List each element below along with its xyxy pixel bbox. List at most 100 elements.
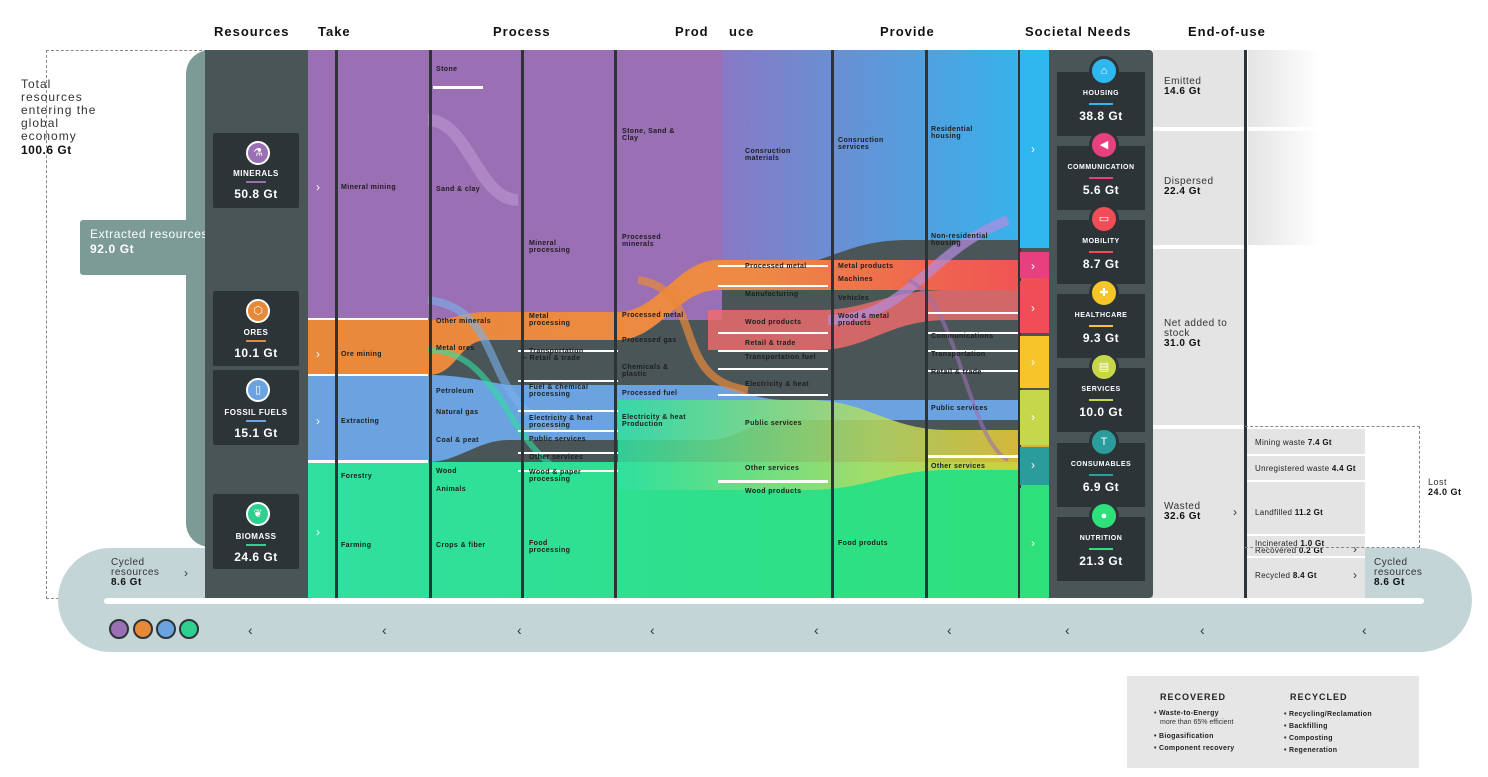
chevron-right-icon[interactable]: ›	[184, 566, 188, 580]
end-wasted: Wasted 32.6 Gt	[1164, 502, 1201, 522]
process-out-electricity-heat: Electricity & heat processing	[529, 415, 593, 429]
process-out-mineral-processing: Mineral processing	[529, 240, 571, 254]
chevron-right-icon[interactable]: ›	[1031, 410, 1035, 424]
sep-3	[308, 460, 428, 463]
produce-out-retail-trade: Retail & trade	[745, 340, 796, 347]
produce-in-processed-gas: Processed gas	[622, 337, 677, 344]
divider-provide-out	[925, 50, 928, 598]
need-card-housing[interactable]: ⌂ HOUSING 38.8 Gt	[1057, 56, 1145, 136]
end-dispersed-block	[1153, 131, 1245, 245]
lost-value: 24.0 Gt	[1428, 487, 1462, 497]
chevron-right-icon[interactable]: ›	[316, 180, 320, 194]
chevron-right-icon[interactable]: ›	[1031, 259, 1035, 273]
need-value: 21.3 Gt	[1079, 554, 1123, 568]
provide-out-public-services: Public services	[931, 405, 988, 412]
sep-4	[433, 86, 483, 89]
need-card-healthcare[interactable]: ✚ HEALTHCARE 9.3 Gt	[1057, 278, 1145, 358]
process-in-coal-peat: Coal & peat	[436, 437, 479, 444]
need-card-consumables[interactable]: T CONSUMABLES 6.9 Gt	[1057, 427, 1145, 507]
process-in-stone: Stone	[436, 66, 458, 73]
chevron-right-icon[interactable]: ›	[1031, 355, 1035, 369]
provide-out-transportation: Transportation	[931, 351, 986, 358]
waste-landfilled: Landfilled 11.2 Gt	[1255, 508, 1323, 517]
end-emitted-value: 14.6 Gt	[1164, 86, 1201, 97]
resource-card-ores[interactable]: ⬡ ORES 10.1 Gt	[213, 291, 299, 366]
header-societal-needs: Societal Needs	[1025, 24, 1132, 39]
cycled-out-label: Cycled resources	[1374, 557, 1423, 578]
flask-icon: ⚗	[246, 141, 270, 165]
sep-21	[928, 370, 1018, 372]
chevron-left-icon[interactable]: ‹	[1200, 622, 1205, 638]
legend-recycled-item: • Regeneration	[1284, 747, 1338, 754]
header-produce-a: Prod	[675, 24, 709, 39]
waste-value: 8.4 Gt	[1292, 571, 1317, 580]
produce-out-construction-materials: Consruction materials	[745, 148, 791, 162]
end-wasted-block	[1153, 429, 1245, 598]
header-take: Take	[318, 24, 351, 39]
chevron-right-icon[interactable]: ›	[1031, 536, 1035, 550]
end-stock: Net added to stock 31.0 Gt	[1164, 319, 1234, 349]
end-emitted-label: Emitted	[1164, 76, 1202, 87]
need-card-services[interactable]: ▤ SERVICES 10.0 Gt	[1057, 352, 1145, 432]
need-card-nutrition[interactable]: ● NUTRITION 21.3 Gt	[1057, 501, 1145, 581]
chevron-left-icon[interactable]: ‹	[382, 622, 387, 638]
divider-provide-in	[831, 50, 834, 598]
cycled-in: Cycled resources 8.6 Gt	[111, 558, 181, 588]
cycled-out: Cycled resources 8.6 Gt	[1374, 558, 1444, 588]
fuel-can-icon: ▯	[246, 378, 270, 402]
resource-card-fossil-fuels[interactable]: ▯ FOSSIL FUELS 15.1 Gt	[213, 370, 299, 445]
chevron-right-icon[interactable]: ›	[1233, 505, 1237, 519]
chevron-left-icon[interactable]: ‹	[650, 622, 655, 638]
legend-recovered-item: • Component recovery	[1154, 745, 1235, 752]
divider-produce-in	[614, 50, 617, 598]
leaf-icon: ❦	[246, 502, 270, 526]
chevron-right-icon[interactable]: ›	[316, 414, 320, 428]
chevron-left-icon[interactable]: ‹	[1362, 622, 1367, 638]
apple-icon: ●	[1089, 501, 1119, 531]
chevron-left-icon[interactable]: ‹	[1065, 622, 1070, 638]
resource-card-minerals[interactable]: ⚗ MINERALS 50.8 Gt	[213, 133, 299, 208]
need-card-communication[interactable]: ◀ COMMUNICATION 5.6 Gt	[1057, 130, 1145, 210]
waste-label: Mining waste	[1255, 438, 1306, 447]
sep-1	[308, 318, 428, 320]
need-value: 9.3 Gt	[1082, 331, 1120, 345]
chevron-left-icon[interactable]: ‹	[814, 622, 819, 638]
take-mineral-mining: Mineral mining	[341, 184, 396, 191]
need-bar-communication	[1020, 252, 1049, 278]
chevron-right-icon[interactable]: ›	[1353, 542, 1357, 556]
waste-sep-1	[1247, 454, 1365, 456]
process-in-petroleum: Petroleum	[436, 388, 474, 395]
header-produce-b: uce	[729, 24, 755, 39]
chevron-right-icon[interactable]: ›	[1353, 568, 1357, 582]
resource-card-biomass[interactable]: ❦ BIOMASS 24.6 Gt	[213, 494, 299, 569]
chevron-right-icon[interactable]: ›	[316, 347, 320, 361]
hexagon-icon	[133, 619, 153, 639]
fossil-curve	[427, 296, 560, 434]
header-process: Process	[493, 24, 551, 39]
produce-out-public-services: Public services	[745, 420, 802, 427]
need-color-bar	[1089, 177, 1113, 179]
chevron-right-icon[interactable]: ›	[1031, 142, 1035, 156]
process-out-metal-processing: Metal processing	[529, 313, 571, 327]
chevron-left-icon[interactable]: ‹	[947, 622, 952, 638]
produce-out-manufacturing: Manufacturing	[745, 291, 799, 298]
chevron-left-icon[interactable]: ‹	[517, 622, 522, 638]
process-in-wood: Wood	[436, 468, 457, 475]
chevron-right-icon[interactable]: ›	[1031, 458, 1035, 472]
resource-value: 15.1 Gt	[234, 426, 278, 440]
waste-breakdown	[1245, 429, 1365, 598]
need-bar-consumables	[1020, 447, 1049, 485]
need-color-bar	[1089, 399, 1113, 401]
sep-5	[518, 350, 618, 352]
chevron-right-icon[interactable]: ›	[1031, 301, 1035, 315]
sankey-svg	[308, 50, 1049, 598]
waste-label: Landfilled	[1255, 508, 1293, 517]
need-card-mobility[interactable]: ▭ MOBILITY 8.7 Gt	[1057, 204, 1145, 284]
flask-icon	[109, 619, 129, 639]
chevron-right-icon[interactable]: ›	[316, 525, 320, 539]
provide-in-metal-products: Metal products	[838, 263, 894, 270]
cycled-out-value: 8.6 Gt	[1374, 577, 1405, 588]
process-in-natural-gas: Natural gas	[436, 409, 479, 416]
chevron-left-icon[interactable]: ‹	[248, 622, 253, 638]
need-name: MOBILITY	[1082, 238, 1120, 245]
